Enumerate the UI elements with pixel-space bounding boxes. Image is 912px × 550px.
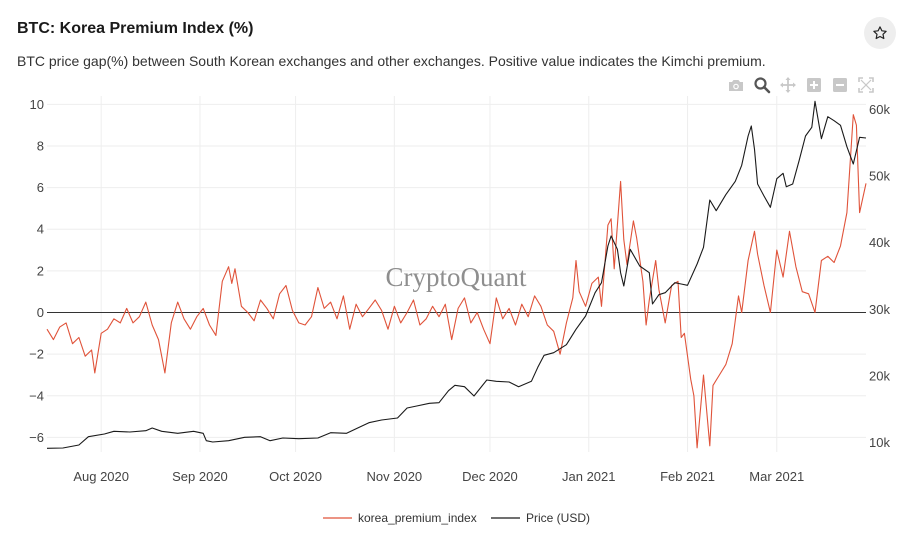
zoom-in-icon <box>807 78 821 92</box>
y-right-tick-label: 50k <box>869 169 890 184</box>
x-tick-label: Jan 2021 <box>562 469 616 484</box>
legend-label-price-usd[interactable]: Price (USD) <box>526 511 590 525</box>
series-line-korea-premium-index <box>46 114 867 449</box>
y-left-tick-label: 8 <box>37 138 44 153</box>
y-right-tick-label: 60k <box>869 102 890 117</box>
series-group <box>46 100 867 449</box>
x-tick-label: Nov 2020 <box>367 469 423 484</box>
autoscale-button[interactable] <box>856 75 876 95</box>
camera-icon <box>729 80 743 91</box>
x-tick-label: Sep 2020 <box>172 469 228 484</box>
chart-subtitle: BTC price gap(%) between South Korean ex… <box>17 53 766 69</box>
y-left-tick-label: 4 <box>37 222 44 237</box>
y-right-tick-label: 20k <box>869 369 890 384</box>
y-left-tick-label: 10 <box>30 97 44 112</box>
favorite-button[interactable] <box>864 17 896 49</box>
x-tick-label: Oct 2020 <box>269 469 322 484</box>
legend-label-korea-premium-index[interactable]: korea_premium_index <box>358 511 477 525</box>
x-tick-label: Aug 2020 <box>73 469 129 484</box>
y-left-tick-label: −4 <box>29 388 44 403</box>
y-left-tick-label: −2 <box>29 347 44 362</box>
x-tick-label: Mar 2021 <box>749 469 804 484</box>
tick-labels: 10 8 6 4 2 0 −2 −4 −6 60k 50k 40k 30k 20k 10k Aug 2020 S… <box>29 97 890 484</box>
grid-lines <box>47 96 866 452</box>
y-left-tick-label: 2 <box>37 263 44 278</box>
y-right-tick-label: 10k <box>869 435 890 450</box>
y-left-tick-label: 0 <box>37 305 44 320</box>
y-left-tick-label: 6 <box>37 180 44 195</box>
zoom-out-icon <box>833 78 847 92</box>
legend: korea_premium_index Price (USD) <box>323 511 590 525</box>
x-tick-label: Dec 2020 <box>462 469 518 484</box>
zoom-icon <box>754 77 771 94</box>
series-line-price-usd <box>46 100 867 449</box>
x-tick-label: Feb 2021 <box>660 469 715 484</box>
pan-icon <box>780 77 796 93</box>
y-right-tick-label: 30k <box>869 302 890 317</box>
pan-button[interactable] <box>778 75 798 95</box>
chart-toolbar <box>726 74 876 96</box>
download-image-button[interactable] <box>726 75 746 95</box>
y-right-tick-label: 40k <box>869 235 890 250</box>
autoscale-icon <box>858 77 874 93</box>
zoom-in-button[interactable] <box>804 75 824 95</box>
zoom-out-button[interactable] <box>830 75 850 95</box>
star-icon <box>873 26 887 40</box>
chart-title: BTC: Korea Premium Index (%) <box>17 20 254 37</box>
watermark-text: CryptoQuant <box>386 262 527 292</box>
zoom-button[interactable] <box>752 75 772 95</box>
y-left-tick-label: −6 <box>29 430 44 445</box>
